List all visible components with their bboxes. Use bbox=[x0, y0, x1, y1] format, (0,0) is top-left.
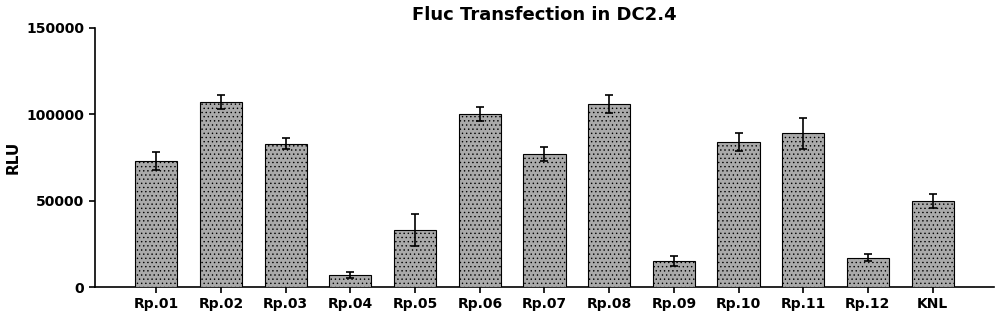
Y-axis label: RLU: RLU bbox=[6, 141, 21, 174]
Bar bbox=[523, 154, 566, 287]
Bar bbox=[459, 114, 501, 287]
Bar bbox=[135, 161, 177, 287]
Bar bbox=[588, 104, 630, 287]
Bar bbox=[394, 230, 436, 287]
Bar bbox=[847, 258, 889, 287]
Title: Fluc Transfection in DC2.4: Fluc Transfection in DC2.4 bbox=[412, 6, 677, 23]
Bar bbox=[653, 261, 695, 287]
Bar bbox=[265, 144, 307, 287]
Bar bbox=[717, 142, 760, 287]
Bar bbox=[329, 275, 371, 287]
Bar bbox=[912, 201, 954, 287]
Bar bbox=[782, 133, 824, 287]
Bar bbox=[200, 102, 242, 287]
